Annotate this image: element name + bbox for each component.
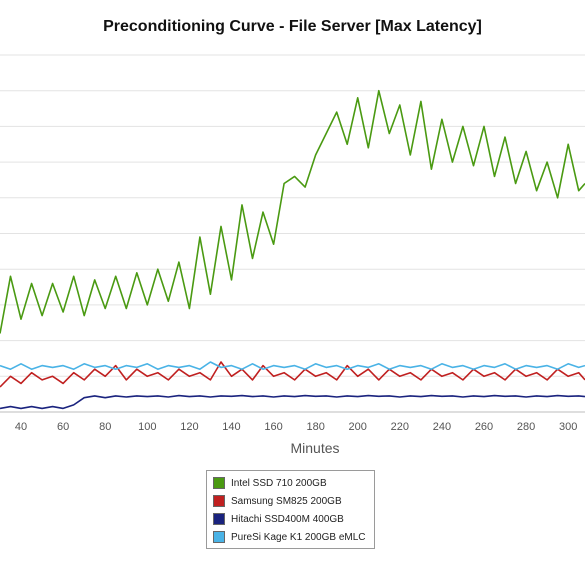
x-tick-label: 160 [264, 421, 282, 433]
x-tick-label: 180 [306, 421, 324, 433]
legend-swatch [213, 513, 225, 525]
x-tick-label: 140 [222, 421, 240, 433]
legend: Intel SSD 710 200GB Samsung SM825 200GB Hi… [206, 470, 375, 549]
legend-label: Samsung SM825 200GB [231, 495, 342, 507]
x-axis-label: Minutes [290, 440, 340, 456]
legend-swatch [213, 495, 225, 507]
x-tick-label: 220 [391, 421, 409, 433]
series-line-1 [0, 361, 585, 388]
series-line-2 [0, 394, 585, 410]
legend-item: Samsung SM825 200GB [213, 492, 368, 510]
x-tick-label: 100 [138, 421, 156, 433]
legend-label: PureSi Kage K1 200GB eMLC [231, 531, 366, 543]
legend-item: Intel SSD 710 200GB [213, 474, 368, 492]
x-tick-label: 40 [15, 421, 27, 433]
series-line-3 [0, 361, 585, 371]
x-tick-label: 280 [517, 421, 535, 433]
legend-label: Intel SSD 710 200GB [231, 477, 327, 489]
legend-item: Hitachi SSD400M 400GB [213, 510, 368, 528]
x-tick-label: 240 [433, 421, 451, 433]
legend-swatch [213, 531, 225, 543]
x-tick-label: 80 [99, 421, 111, 433]
x-tick-label: 60 [57, 421, 69, 433]
legend-item: PureSi Kage K1 200GB eMLC [213, 528, 368, 546]
chart-title: Preconditioning Curve - File Server [Max… [103, 18, 482, 35]
legend-swatch [213, 477, 225, 489]
series-lines [0, 89, 585, 410]
legend-label: Hitachi SSD400M 400GB [231, 513, 344, 525]
x-tick-label: 300 [559, 421, 577, 433]
x-tick-label: 200 [349, 421, 367, 433]
series-line-0 [0, 89, 585, 334]
x-tick-labels: 40 60 80 100 120 140 160 180 200 220 240 260 280 300 [15, 421, 577, 433]
x-tick-label: 120 [180, 421, 198, 433]
x-tick-label: 260 [475, 421, 493, 433]
gridlines [0, 54, 585, 413]
